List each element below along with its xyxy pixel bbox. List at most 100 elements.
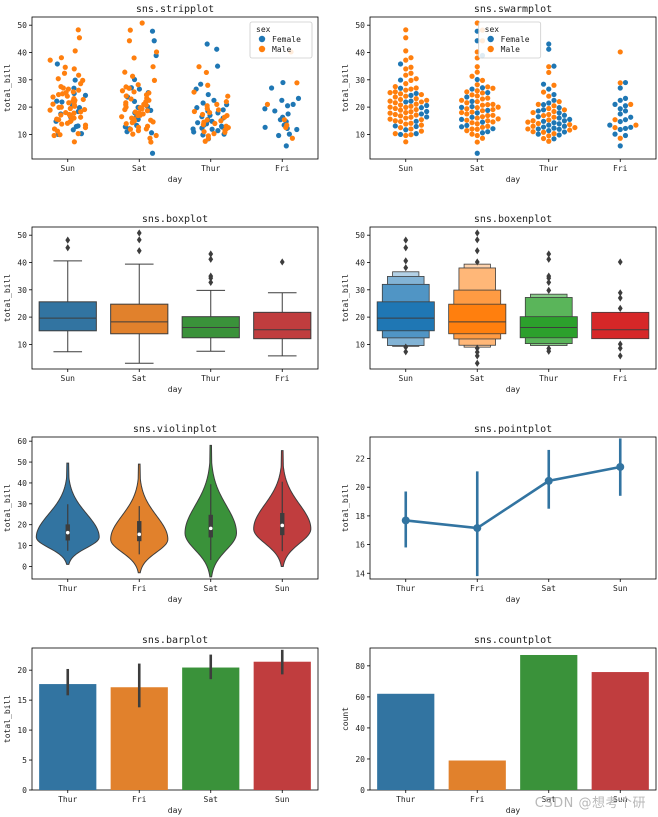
bar-ytick-label: 15 (17, 696, 27, 705)
strip-point (211, 131, 217, 137)
swarm-point (540, 129, 547, 135)
bar-xlabel: day (168, 806, 183, 815)
legend-marker-female (258, 35, 266, 43)
point-xlabel: day (506, 595, 521, 604)
strip-point (50, 101, 56, 107)
strip-point (148, 130, 155, 136)
swarm-point (408, 70, 414, 76)
swarm-point (458, 109, 465, 116)
strip-point (286, 131, 292, 137)
swarm-point (633, 122, 639, 128)
violin-median (65, 530, 70, 535)
swarm-point (403, 35, 409, 41)
point-xtick-label: Sat (542, 584, 557, 593)
swarm-point (556, 105, 562, 111)
point-ytick-label: 14 (355, 569, 365, 578)
swarm-point (556, 110, 562, 116)
strip-point (218, 123, 225, 129)
swarm-point (392, 111, 398, 118)
strip-point (214, 46, 220, 52)
swarm-point (474, 139, 480, 145)
strip-point (135, 124, 142, 130)
strip-point (129, 73, 136, 79)
swarm-point (413, 90, 419, 97)
point-axes: sns.pointplot 14 16 18 20 22 Thur Fri Sat Sun day t… (341, 424, 657, 604)
strip-axes: sns.stripplot 10 20 30 40 50 Sun Sat Thur Fri day t… (3, 4, 319, 184)
swarm-point (469, 73, 475, 79)
legend-box (249, 21, 313, 59)
swarm-point (424, 108, 430, 115)
swarm-point (464, 111, 470, 117)
strip-point (153, 49, 160, 55)
strip-point (284, 103, 291, 109)
strip-point (59, 91, 66, 97)
violin-ytick-label: 60 (17, 437, 27, 446)
swarm-point (530, 118, 536, 124)
strip-point (212, 120, 218, 127)
swarm-point (397, 77, 404, 83)
strip-point (127, 27, 133, 33)
swarm-point (408, 64, 414, 70)
swarm-point (403, 57, 409, 63)
strip-point (289, 135, 295, 141)
strip-point (198, 81, 204, 87)
point-xtick-label: Thur (396, 584, 415, 593)
strip-point (283, 143, 289, 149)
bar-sat (182, 667, 240, 790)
swarm-ytick-label: 30 (355, 76, 365, 85)
swarm-point (469, 92, 475, 98)
strip-point (205, 133, 211, 139)
swarm-point (561, 107, 568, 113)
swarm-point (479, 119, 486, 125)
swarm-point (474, 64, 480, 70)
strip-ytick-label: 30 (17, 76, 27, 85)
strip-ytick-label: 10 (17, 130, 27, 139)
swarm-point (546, 117, 552, 123)
violin-frame (31, 436, 319, 580)
boxen-level (376, 301, 435, 332)
swarm-point (485, 123, 491, 129)
point-xtick-label: Fri (470, 584, 485, 593)
swarm-point (535, 101, 541, 107)
swarm-point (408, 92, 414, 98)
strip-xlabel: day (168, 175, 183, 184)
swarm-point (479, 85, 486, 91)
swarm-point (474, 99, 480, 105)
point-marker (401, 516, 410, 525)
swarm-point (490, 85, 496, 91)
violin-ytick-label: 40 (17, 479, 27, 488)
strip-point (67, 118, 73, 125)
strip-point (264, 101, 271, 107)
bar-ytick-label: 5 (22, 756, 27, 765)
legend-label-female: Female (272, 35, 301, 44)
boxen-outlier (546, 272, 552, 280)
count-xtick-label: Fri (470, 795, 485, 804)
swarm-point (397, 61, 404, 67)
swarm-point (556, 99, 562, 105)
swarm-point (413, 131, 419, 137)
swarm-point (418, 105, 425, 111)
boxen-outlier (474, 359, 480, 367)
swarm-point (530, 109, 536, 116)
strip-point (82, 122, 89, 128)
boxen-xtick-label: Sun (399, 374, 414, 383)
swarm-point (546, 105, 552, 112)
boxen-title: sns.boxenplot (474, 214, 552, 225)
strip-point (64, 93, 70, 99)
legend-marker-male (258, 45, 266, 53)
violin-ytick-label: 20 (17, 521, 27, 530)
swarm-point (561, 129, 568, 135)
boxen-outlier (474, 348, 480, 356)
box-ytick-label: 20 (17, 313, 27, 322)
box-flier (136, 236, 142, 244)
swarm-point (403, 72, 409, 78)
swarm-point (485, 95, 491, 101)
swarm-point (490, 119, 496, 125)
swarm-point (469, 120, 475, 126)
swarm-point (479, 108, 486, 114)
strip-point (280, 79, 286, 86)
swarm-point (469, 114, 475, 120)
swarm-point (612, 117, 618, 123)
swarm-point (387, 98, 393, 104)
